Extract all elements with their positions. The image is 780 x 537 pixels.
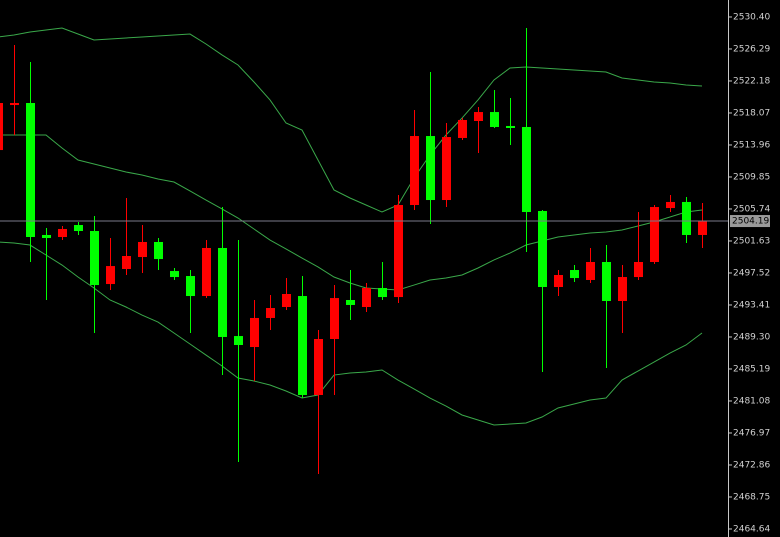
candle-body (0, 103, 3, 151)
y-tick-label: 2518.07 (733, 108, 770, 118)
y-tick-label: 2493.41 (733, 300, 770, 310)
y-tick-label: 2530.40 (733, 12, 770, 22)
y-tick-label: 2509.85 (733, 172, 770, 182)
candle-body (522, 126, 531, 213)
candle-body (426, 136, 435, 201)
candle-body (58, 228, 67, 238)
candle-body (554, 275, 563, 287)
candle-body (362, 288, 371, 308)
y-tick-label: 2497.52 (733, 268, 770, 278)
candle-body (698, 221, 707, 235)
candle-body (570, 270, 579, 279)
y-tick-label: 2526.29 (733, 44, 770, 54)
y-tick-label: 2485.19 (733, 364, 770, 374)
candle-body (394, 205, 403, 298)
candle-body (586, 261, 595, 280)
y-tick-label: 2505.74 (733, 204, 770, 214)
candle-body (234, 336, 243, 345)
candle-body (506, 125, 515, 129)
y-tick-label: 2501.63 (733, 236, 770, 246)
candle-body (186, 276, 195, 297)
candle-body (442, 137, 451, 201)
candle-body (618, 277, 627, 302)
y-tick-label: 2522.18 (733, 76, 770, 86)
last-price-box (730, 215, 770, 228)
candle-body (250, 317, 259, 348)
candle-body (266, 308, 275, 318)
y-tick-label: 2472.86 (733, 460, 770, 470)
candle-body (602, 261, 611, 302)
candle-body (378, 288, 387, 298)
candle-body (74, 225, 83, 232)
candle-body (634, 261, 643, 278)
candle-body (666, 201, 675, 209)
candle-body (682, 201, 691, 235)
candle-body (122, 256, 131, 270)
candle-body (314, 339, 323, 395)
y-tick-label: 2481.08 (733, 396, 770, 406)
candle-body (218, 247, 227, 337)
band-line (0, 241, 703, 426)
candle-body (282, 293, 291, 308)
candle-body (490, 112, 499, 127)
candle-body (298, 296, 307, 395)
candle-body (10, 103, 19, 106)
y-tick-label: 2513.96 (733, 140, 770, 150)
candle-body (26, 103, 35, 238)
candle-body (202, 247, 211, 297)
candle-body (410, 136, 419, 206)
candle-body (330, 298, 339, 340)
candle-body (170, 271, 179, 278)
y-tick-label: 2489.30 (733, 332, 770, 342)
candle-body (474, 112, 483, 121)
candle-body (538, 211, 547, 287)
candle-body (458, 119, 467, 138)
candle-body (42, 234, 51, 239)
candle-body (90, 231, 99, 286)
candle-body (650, 207, 659, 262)
last-price-label: 2504.19 (732, 217, 769, 227)
candle-body (138, 241, 147, 258)
y-tick-label: 2468.75 (733, 492, 770, 502)
y-tick-label: 2464.64 (733, 524, 770, 534)
candle-body (154, 241, 163, 260)
band-line (0, 27, 703, 213)
y-tick-label: 2476.97 (733, 428, 770, 438)
candle-body (106, 266, 115, 285)
candle-body (346, 299, 355, 305)
